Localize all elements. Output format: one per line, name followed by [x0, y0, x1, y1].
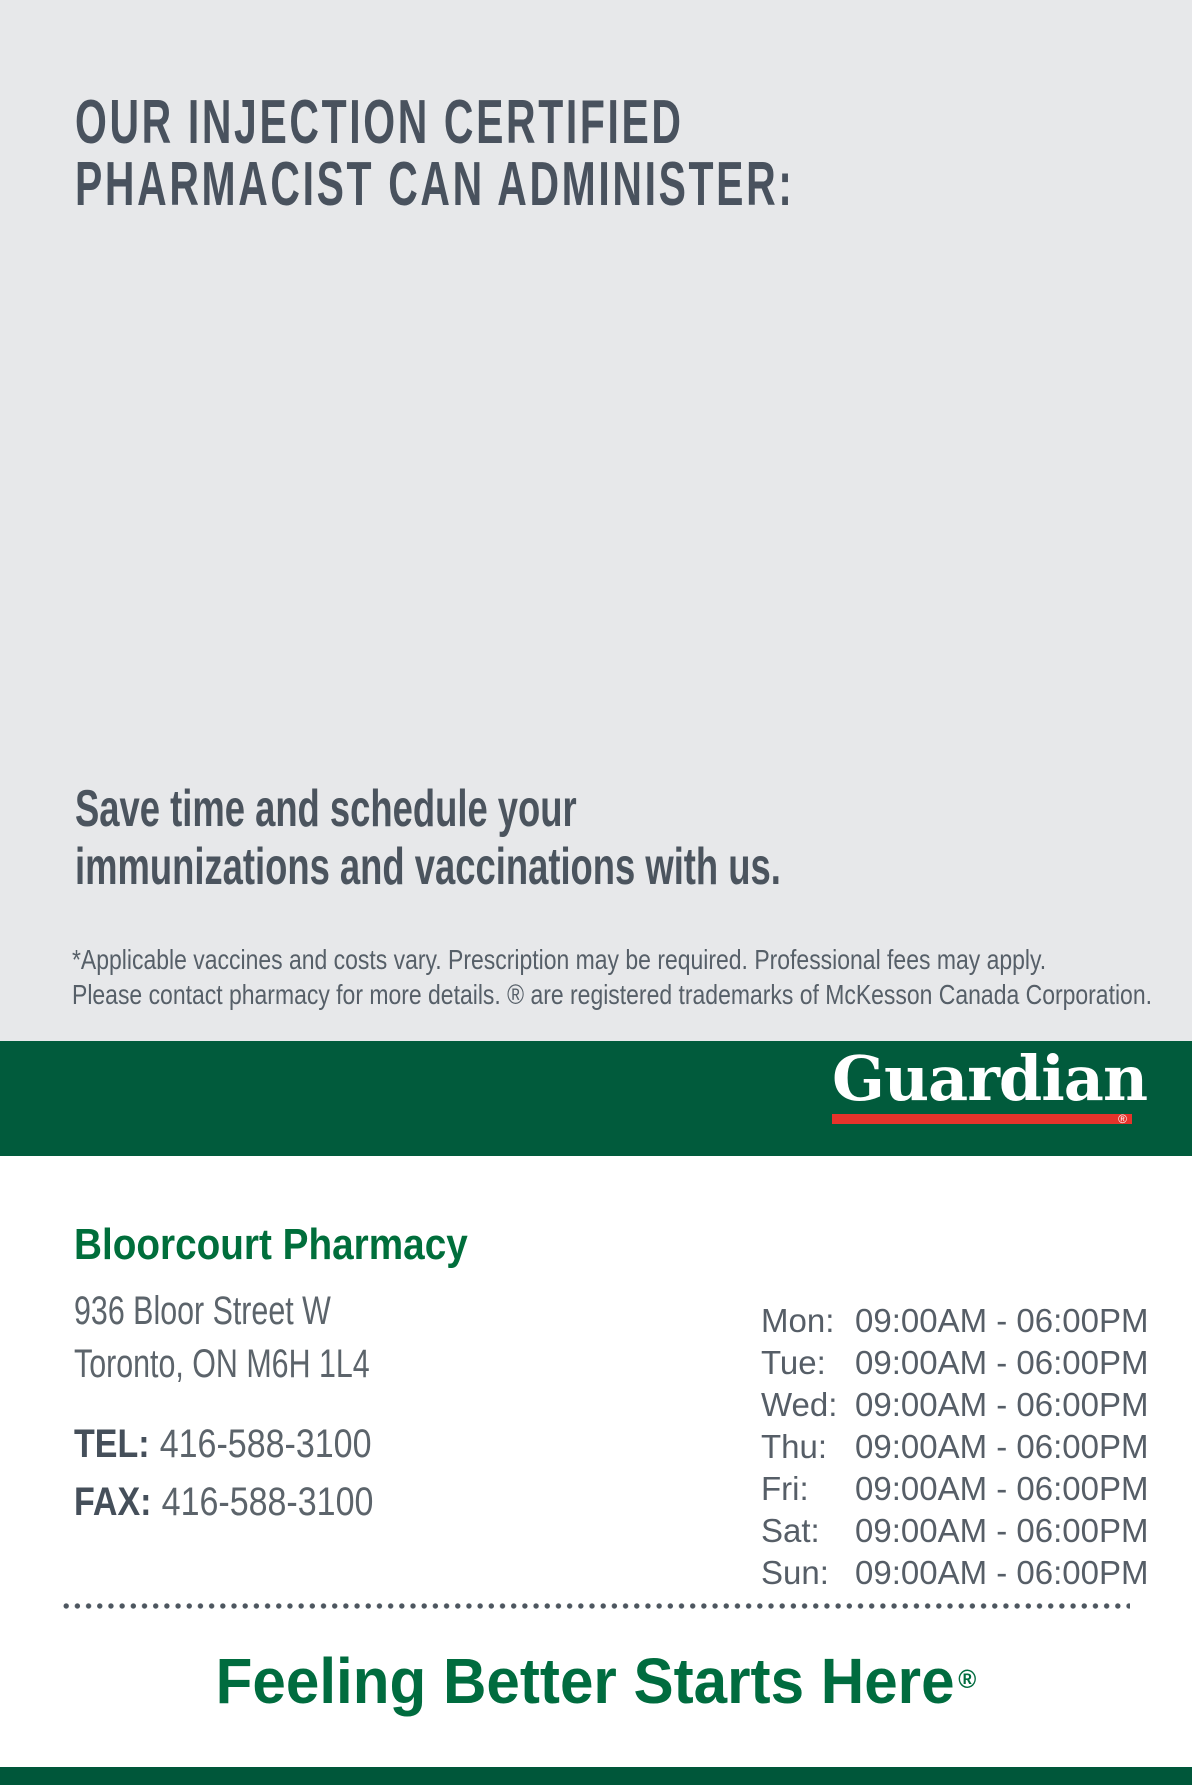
- subheading-line-1: Save time and schedule your: [75, 780, 577, 838]
- tagline: Feeling Better Starts Here ®: [36, 1646, 1156, 1716]
- hours-row: Sat: 09:00AM - 06:00PM: [761, 1510, 1149, 1552]
- address-line-2: Toronto, ON M6H 1L4: [74, 1342, 370, 1386]
- day-label: Wed:: [761, 1386, 838, 1423]
- day-label: Sat:: [761, 1512, 820, 1549]
- guardian-logo-text: Guardian: [832, 1042, 1148, 1115]
- pharmacy-name: Bloorcourt Pharmacy: [74, 1220, 468, 1269]
- hours-row: Wed: 09:00AM - 06:00PM: [761, 1384, 1149, 1426]
- brand-band: Guardian ®: [0, 1041, 1192, 1156]
- fax-value: 416-588-3100: [161, 1480, 374, 1524]
- day-label: Thu:: [761, 1428, 828, 1465]
- time-value: 09:00AM - 06:00PM: [855, 1470, 1149, 1507]
- hours-row: Sun: 09:00AM - 06:00PM: [761, 1552, 1149, 1594]
- disclaimer-line-1: *Applicable vaccines and costs vary. Pre…: [72, 944, 1047, 975]
- address-line-1: 936 Bloor Street W: [74, 1289, 331, 1333]
- time-value: 09:00AM - 06:00PM: [855, 1386, 1149, 1423]
- time-value: 09:00AM - 06:00PM: [855, 1302, 1149, 1339]
- hero-section: OUR INJECTION CERTIFIED PHARMACIST CAN A…: [0, 0, 1192, 1041]
- logo-underline-bar: ®: [832, 1112, 1132, 1126]
- time-value: 09:00AM - 06:00PM: [855, 1554, 1149, 1591]
- hours-row: Thu: 09:00AM - 06:00PM: [761, 1426, 1149, 1468]
- registered-icon: ®: [958, 1664, 977, 1694]
- hours-list: Mon: 09:00AM - 06:00PM Tue: 09:00AM - 06…: [761, 1300, 1149, 1594]
- heading-line-1: OUR INJECTION CERTIFIED: [75, 88, 684, 157]
- subheading-line-2: immunizations and vaccinations with us.: [75, 838, 781, 896]
- day-label: Tue:: [761, 1344, 826, 1381]
- registered-icon: ®: [1118, 1112, 1127, 1126]
- disclaimer: *Applicable vaccines and costs vary. Pre…: [72, 942, 1152, 1012]
- time-value: 09:00AM - 06:00PM: [855, 1428, 1149, 1465]
- disclaimer-line-2: Please contact pharmacy for more details…: [72, 979, 1152, 1010]
- day-label: Fri:: [761, 1470, 809, 1507]
- page-title: OUR INJECTION CERTIFIED PHARMACIST CAN A…: [75, 92, 795, 216]
- fax-row: FAX: 416-588-3100: [74, 1479, 373, 1525]
- dotted-divider: [63, 1602, 1130, 1610]
- hours-row: Mon: 09:00AM - 06:00PM: [761, 1300, 1149, 1342]
- tel-value: 416-588-3100: [159, 1422, 372, 1466]
- hours-row: Tue: 09:00AM - 06:00PM: [761, 1342, 1149, 1384]
- heading-line-2: PHARMACIST CAN ADMINISTER:: [75, 150, 795, 219]
- time-value: 09:00AM - 06:00PM: [855, 1344, 1149, 1381]
- day-label: Sun:: [761, 1554, 829, 1591]
- subheading: Save time and schedule your immunization…: [75, 780, 781, 896]
- tel-row: TEL: 416-588-3100: [74, 1421, 371, 1467]
- hours-row: Fri: 09:00AM - 06:00PM: [761, 1468, 1149, 1510]
- tel-label: TEL:: [74, 1422, 150, 1466]
- day-label: Mon:: [761, 1302, 835, 1339]
- fax-label: FAX:: [74, 1480, 152, 1524]
- time-value: 09:00AM - 06:00PM: [855, 1512, 1149, 1549]
- footer-bar: [0, 1767, 1192, 1785]
- guardian-logo: Guardian ®: [832, 1042, 1148, 1126]
- tagline-text: Feeling Better Starts Here: [215, 1645, 955, 1717]
